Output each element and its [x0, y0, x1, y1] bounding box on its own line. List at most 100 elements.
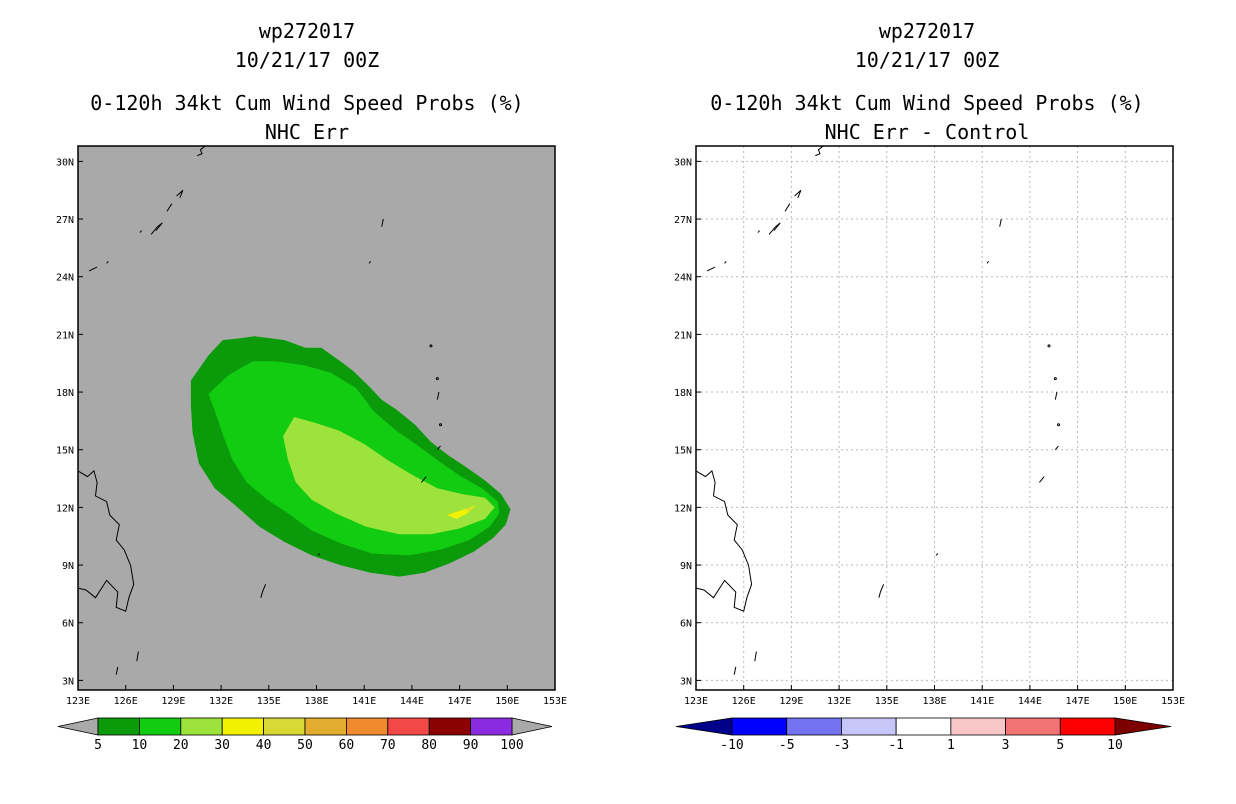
coastline-yap	[935, 553, 939, 556]
colorbar-swatch	[180, 717, 223, 736]
colorbar-label: 10	[132, 738, 148, 753]
left-title-subtitle: NHC Err	[265, 120, 349, 144]
right-y-ticks: 3N 6N 9N 12N 15N 18N 21N 24N 27N 30N	[674, 157, 701, 687]
coastline-yakushima	[197, 145, 206, 157]
x-tick-label: 138E	[304, 696, 328, 707]
x-tick-label: 144E	[1018, 696, 1042, 707]
colorbar-label: 5	[1056, 738, 1064, 753]
coastline-iwo	[368, 260, 371, 264]
right-x-ticks: 123E 126E 129E 132E 135E 138E 141E 144E 147E 150E…	[684, 685, 1185, 707]
colorbar-label: 50	[297, 738, 313, 753]
right-title-datetime: 10/21/17 00Z	[855, 48, 1000, 72]
coastline-ryukyu-2	[176, 189, 184, 199]
x-tick-label: 150E	[495, 696, 519, 707]
y-tick-label: 9N	[680, 561, 692, 572]
x-tick-label: 147E	[1066, 696, 1090, 707]
left-colorbar: 5 10 20 30 40 50 60 70 80 90 100	[57, 717, 553, 753]
x-tick-label: 129E	[161, 696, 185, 707]
x-tick-label: 135E	[875, 696, 899, 707]
colorbar-label: -5	[779, 738, 795, 753]
coastline-small-1	[139, 230, 142, 233]
coastline-ryukyu-2	[794, 189, 802, 199]
coastline-marianas-5	[435, 377, 439, 381]
y-tick-label: 21N	[56, 330, 74, 341]
y-tick-label: 15N	[56, 446, 74, 457]
left-contours	[190, 336, 511, 577]
colorbar-swatch	[387, 717, 430, 736]
x-tick-label: 126E	[732, 696, 756, 707]
y-tick-label: 6N	[62, 619, 74, 630]
right-title-product: 0-120h 34kt Cum Wind Speed Probs (%)	[710, 91, 1143, 115]
colorbar-below-arrow	[57, 717, 99, 736]
y-tick-label: 3N	[62, 676, 74, 687]
coastline-ryukyu-1	[150, 222, 163, 235]
coastline-yakushima	[815, 145, 824, 157]
x-tick-label: 126E	[114, 696, 138, 707]
coastline-marianas-4	[436, 391, 440, 400]
x-tick-label: 141E	[970, 696, 994, 707]
coastline-sangihe	[115, 666, 119, 675]
x-tick-label: 144E	[400, 696, 424, 707]
colorbar-label: 20	[173, 738, 189, 753]
right-title-storm: wp272017	[879, 19, 975, 43]
coastline-palau	[260, 584, 267, 598]
coastline-ryukyu-3	[166, 203, 173, 212]
right-colorbar: -10 -5 -3 -1 1 3 5 10	[675, 717, 1172, 753]
coastline-small-2	[724, 260, 727, 264]
colorbar-label: 5	[94, 738, 102, 753]
x-tick-label: 138E	[922, 696, 946, 707]
coastline-small-2	[106, 260, 109, 264]
left-title-datetime: 10/21/17 00Z	[235, 48, 380, 72]
x-tick-label: 135E	[257, 696, 281, 707]
coastline-marianas-5	[1053, 377, 1057, 381]
colorbar-swatch	[731, 717, 788, 736]
colorbar-swatch	[786, 717, 842, 736]
coastline-marianas-3	[439, 423, 443, 427]
y-tick-label: 12N	[674, 503, 692, 514]
y-tick-label: 21N	[674, 330, 692, 341]
coastline-marianas-1	[1039, 476, 1045, 483]
coastline-palau	[878, 584, 885, 598]
colorbar-label: 10	[1107, 738, 1123, 753]
coastline-marianas-4	[1054, 391, 1058, 400]
left-title-product: 0-120h 34kt Cum Wind Speed Probs (%)	[90, 91, 523, 115]
y-tick-label: 30N	[674, 157, 692, 168]
colorbar-label: 40	[256, 738, 272, 753]
colorbar-swatch	[1059, 717, 1116, 736]
colorbar-below-arrow	[675, 717, 733, 736]
coastline-small-1	[757, 230, 760, 233]
colorbar-label: -1	[888, 738, 904, 753]
colorbar-swatch	[470, 717, 513, 736]
coastline-bonin	[381, 218, 384, 227]
y-tick-label: 24N	[56, 273, 74, 284]
colorbar-label: -10	[720, 738, 743, 753]
x-tick-label: 153E	[1161, 696, 1185, 707]
y-tick-label: 27N	[674, 215, 692, 226]
coastline-bonin	[999, 218, 1002, 227]
colorbar-swatch	[895, 717, 952, 736]
y-tick-label: 24N	[674, 273, 692, 284]
colorbar-above-arrow	[511, 717, 553, 736]
coastline-ryukyu-1	[768, 222, 781, 235]
y-tick-label: 12N	[56, 503, 74, 514]
coastline-marianas-6	[1047, 344, 1051, 348]
x-tick-label: 132E	[827, 696, 851, 707]
coastline-yap	[317, 553, 321, 556]
right-gridlines	[696, 146, 1173, 690]
colorbar-above-arrow	[1114, 717, 1172, 736]
coastline-marianas-3	[1057, 423, 1061, 427]
y-tick-label: 9N	[62, 561, 74, 572]
colorbar-swatch	[428, 717, 472, 736]
coastline-iwo	[986, 260, 989, 264]
colorbar-swatch	[950, 717, 1006, 736]
colorbar-label: 70	[380, 738, 396, 753]
colorbar-label: -3	[834, 738, 850, 753]
y-tick-label: 30N	[56, 157, 74, 168]
colorbar-label: 90	[463, 738, 479, 753]
left-x-ticks: 123E 126E 129E 132E 135E 138E 141E 144E 147E 150E…	[66, 685, 567, 707]
contour-40-pct	[464, 507, 473, 512]
panel-left: wp272017 10/21/17 00Z 0-120h 34kt Cum Wi…	[56, 19, 567, 753]
x-tick-label: 123E	[66, 696, 90, 707]
panel-right: wp272017 10/21/17 00Z 0-120h 34kt Cum Wi…	[674, 19, 1185, 753]
